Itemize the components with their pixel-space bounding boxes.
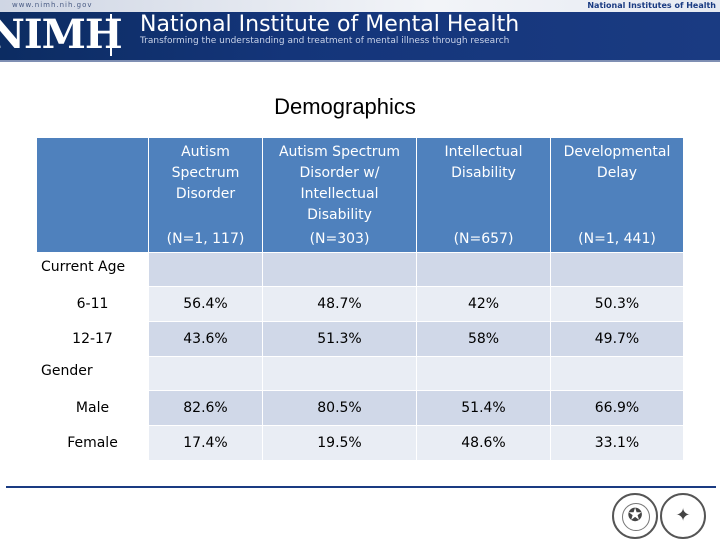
table-cell: 82.6% xyxy=(149,390,263,425)
section-label-cell: Current Age xyxy=(37,252,149,286)
header-cell-dd: Developmental Delay (N=1, 441) xyxy=(551,138,683,252)
table-cell: 48.7% xyxy=(263,286,417,321)
column-n: (N=1, 117) xyxy=(166,231,245,247)
table-row: 12-17 43.6% 51.3% 58% 49.7% xyxy=(37,321,683,356)
logo-divider xyxy=(110,14,112,56)
header-cell-id: Intellectual Disability (N=657) xyxy=(417,138,551,252)
banner-divider xyxy=(0,60,720,62)
footer-divider xyxy=(6,486,716,488)
table-cell: 43.6% xyxy=(149,321,263,356)
column-n: (N=303) xyxy=(309,231,370,247)
table-cell: 42% xyxy=(417,286,551,321)
table-row: Female 17.4% 19.5% 48.6% 33.1% xyxy=(37,425,683,460)
nimh-logo[interactable]: NIMH xyxy=(0,12,123,58)
table-cell: 50.3% xyxy=(551,286,683,321)
section-row-gender: Gender xyxy=(37,356,683,390)
table-cell: 58% xyxy=(417,321,551,356)
section-row-current-age: Current Age xyxy=(37,252,683,286)
section-label: Gender xyxy=(41,363,93,379)
section-label-cell: Gender xyxy=(37,356,149,390)
parent-org-label[interactable]: National Institutes of Health xyxy=(587,1,716,10)
row-label: Female xyxy=(37,425,149,460)
slide-title: Demographics xyxy=(274,94,416,119)
row-label: 12-17 xyxy=(37,321,149,356)
table-row: 6-11 56.4% 48.7% 42% 50.3% xyxy=(37,286,683,321)
header-cell-asd: Autism Spectrum Disorder (N=1, 117) xyxy=(149,138,263,252)
column-n: (N=657) xyxy=(453,231,514,247)
row-label: Male xyxy=(37,390,149,425)
table-cell: 56.4% xyxy=(149,286,263,321)
nimh-logo-text: NIMH xyxy=(0,11,123,58)
demographics-table: Autism Spectrum Disorder (N=1, 117) Auti… xyxy=(37,138,683,460)
institute-name: National Institute of Mental Health xyxy=(140,12,520,37)
column-name: Intellectual Disability xyxy=(444,144,523,181)
table-header-row: Autism Spectrum Disorder (N=1, 117) Auti… xyxy=(37,138,683,252)
table-cell: 80.5% xyxy=(263,390,417,425)
column-name: Autism Spectrum Disorder w/ Intellectual… xyxy=(278,144,401,223)
table-row: Male 82.6% 80.5% 51.4% 66.9% xyxy=(37,390,683,425)
hhs-eagle-icon: ✦ xyxy=(660,493,706,539)
column-name: Autism Spectrum Disorder xyxy=(171,144,240,202)
section-label: Current Age xyxy=(41,259,126,275)
column-n: (N=1, 441) xyxy=(578,231,656,247)
table-cell: 17.4% xyxy=(149,425,263,460)
header-cell-asd-id: Autism Spectrum Disorder w/ Intellectual… xyxy=(263,138,417,252)
table-cell: 66.9% xyxy=(551,390,683,425)
banner-top-strip xyxy=(0,0,720,12)
header-cell-blank xyxy=(37,138,149,252)
table-cell: 51.4% xyxy=(417,390,551,425)
hhs-seal-icon: ✪ xyxy=(612,493,658,539)
table-cell: 48.6% xyxy=(417,425,551,460)
header-banner: www.nimh.nih.gov National Institutes of … xyxy=(0,0,720,60)
table-cell: 33.1% xyxy=(551,425,683,460)
table-cell: 51.3% xyxy=(263,321,417,356)
column-name: Developmental Delay xyxy=(563,144,671,181)
table-cell: 19.5% xyxy=(263,425,417,460)
table-cell: 49.7% xyxy=(551,321,683,356)
site-url[interactable]: www.nimh.nih.gov xyxy=(12,1,93,9)
row-label: 6-11 xyxy=(37,286,149,321)
institute-tagline: Transforming the understanding and treat… xyxy=(140,36,510,46)
